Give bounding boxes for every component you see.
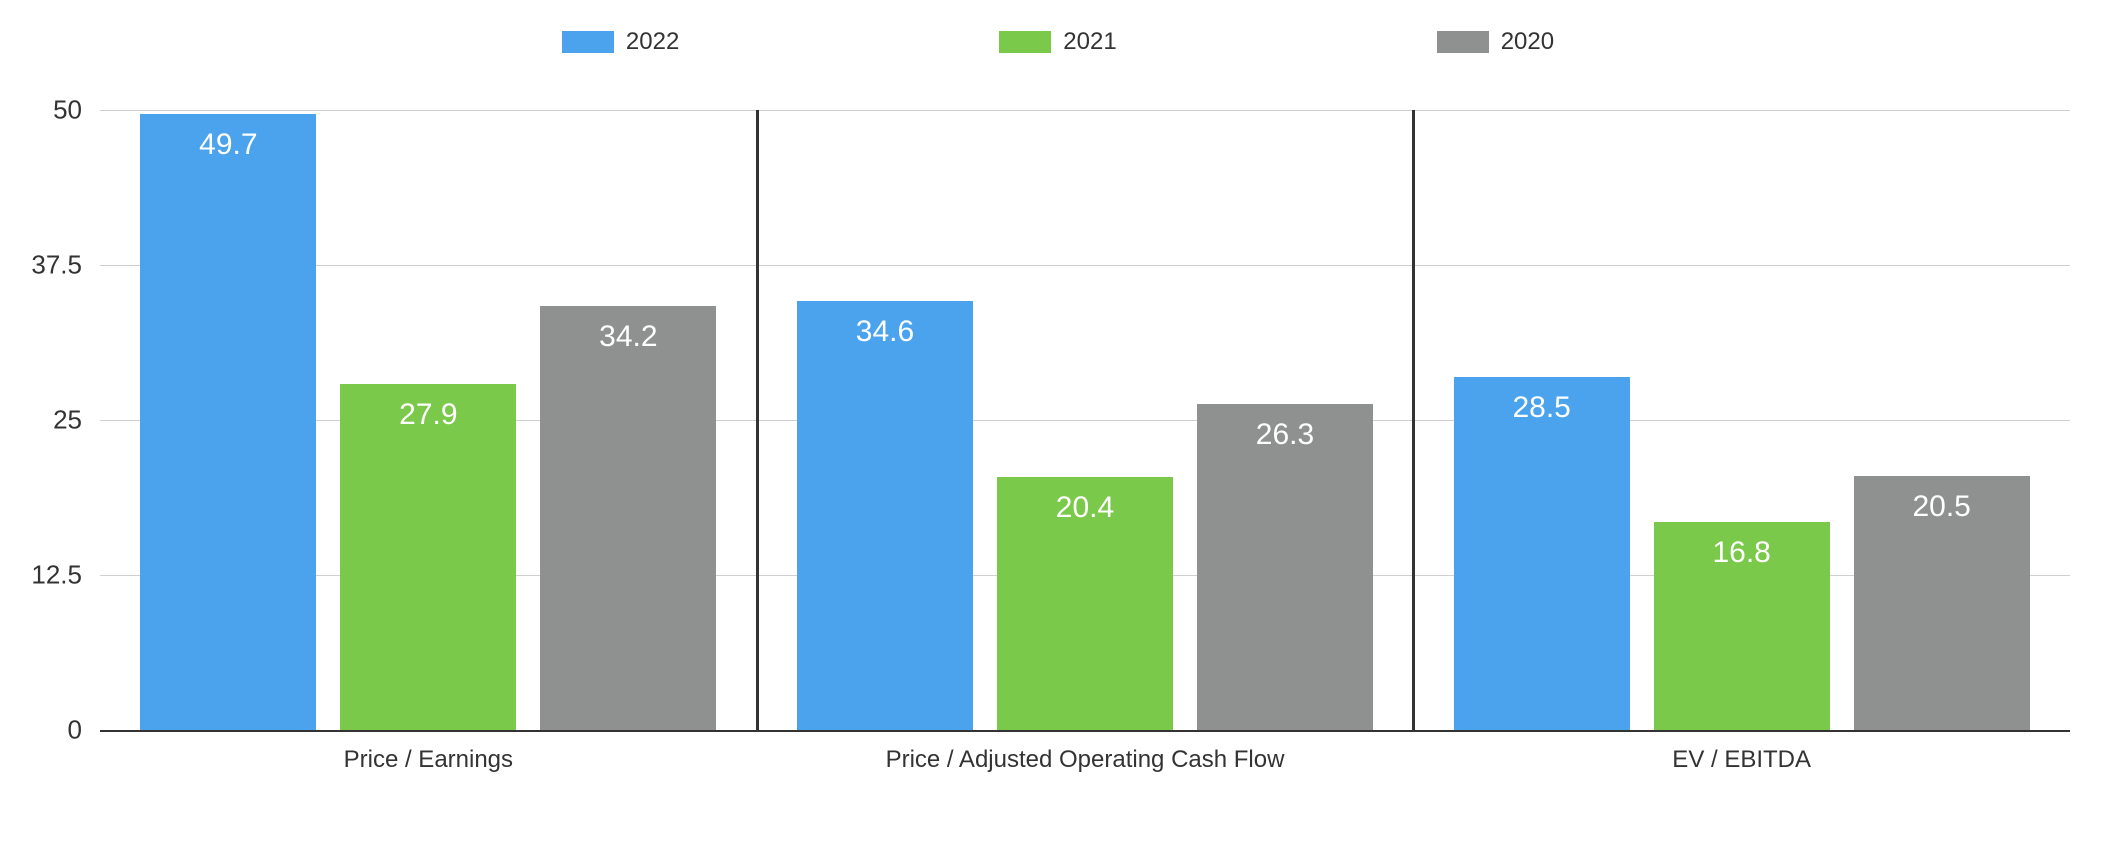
- bar-value-label: 28.5: [1512, 391, 1570, 425]
- gridline: [100, 110, 2070, 111]
- y-tick-label: 0: [68, 715, 82, 746]
- legend-item-2020: 2020: [1437, 28, 1554, 56]
- legend-label: 2022: [626, 28, 679, 56]
- bar: 26.3: [1197, 404, 1373, 730]
- x-category-label: EV / EBITDA: [1672, 746, 1811, 774]
- y-tick-label: 50: [53, 95, 82, 126]
- bar-value-label: 26.3: [1256, 418, 1314, 452]
- legend-swatch-2022: [562, 31, 614, 53]
- y-tick-label: 12.5: [31, 560, 82, 591]
- group-divider: [1412, 110, 1415, 730]
- bar-value-label: 16.8: [1712, 536, 1770, 570]
- x-category-label: Price / Adjusted Operating Cash Flow: [886, 746, 1285, 774]
- y-tick-label: 25: [53, 405, 82, 436]
- bar-value-label: 20.5: [1912, 490, 1970, 524]
- bar-value-label: 34.2: [599, 320, 657, 354]
- bar-value-label: 49.7: [199, 128, 257, 162]
- legend: 2022 2021 2020: [0, 28, 2116, 56]
- bar: 28.5: [1454, 377, 1630, 730]
- bar: 34.6: [797, 301, 973, 730]
- group-divider: [756, 110, 759, 730]
- bar: 49.7: [140, 114, 316, 730]
- legend-swatch-2020: [1437, 31, 1489, 53]
- bar-value-label: 20.4: [1056, 491, 1114, 525]
- legend-label: 2020: [1501, 28, 1554, 56]
- y-tick-label: 37.5: [31, 250, 82, 281]
- legend-label: 2021: [1063, 28, 1116, 56]
- bar-value-label: 27.9: [399, 398, 457, 432]
- bar: 20.5: [1854, 476, 2030, 730]
- bar: 34.2: [540, 306, 716, 730]
- legend-item-2021: 2021: [999, 28, 1116, 56]
- plot-area: 012.52537.55049.727.934.2Price / Earning…: [100, 110, 2070, 730]
- bar: 20.4: [997, 477, 1173, 730]
- legend-item-2022: 2022: [562, 28, 679, 56]
- gridline: [100, 265, 2070, 266]
- bar: 16.8: [1654, 522, 1830, 730]
- gridline: [100, 730, 2070, 732]
- bar: 27.9: [340, 384, 516, 730]
- legend-swatch-2021: [999, 31, 1051, 53]
- bar-value-label: 34.6: [856, 315, 914, 349]
- x-category-label: Price / Earnings: [344, 746, 513, 774]
